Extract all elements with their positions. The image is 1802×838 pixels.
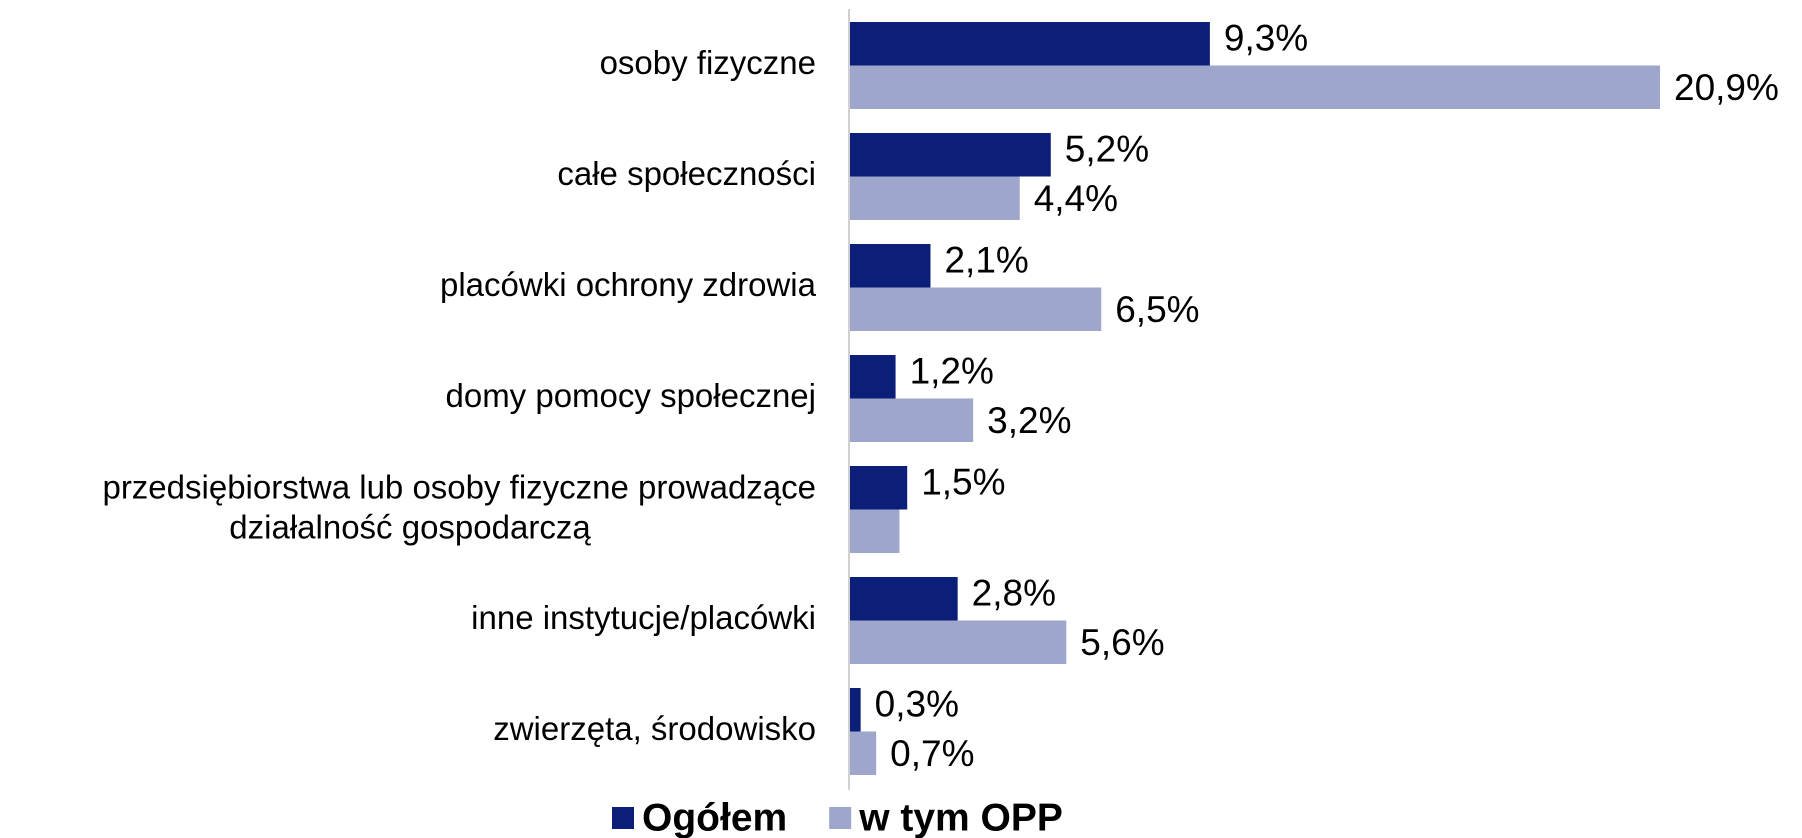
category-label: placówki ochrony zdrowia (440, 266, 817, 303)
category-label: osoby fizyczne (600, 44, 816, 81)
bar (849, 133, 1051, 177)
bar (849, 688, 861, 732)
bar (849, 509, 900, 553)
value-label: 3,2% (987, 400, 1071, 441)
bar (849, 577, 958, 621)
category-label: inne instytucje/placówki (471, 599, 816, 636)
bar (849, 65, 1660, 109)
legend-swatch (829, 807, 852, 829)
value-label: 2,1% (944, 240, 1028, 281)
value-label: 20,9% (1674, 67, 1779, 108)
bar (849, 398, 974, 442)
legend-swatch (612, 807, 634, 829)
legend-label: w tym OPP (858, 796, 1063, 838)
bar (849, 176, 1020, 220)
bar (849, 620, 1067, 664)
bar (849, 731, 877, 775)
bar (849, 22, 1210, 66)
value-label: 2,8% (972, 573, 1056, 614)
bar (849, 244, 931, 288)
value-label: 9,3% (1224, 18, 1308, 59)
bar (849, 355, 896, 399)
value-label: 1,2% (910, 351, 994, 392)
category-label: całe społeczności (557, 155, 816, 192)
legend-label: Ogółem (642, 796, 787, 838)
bar (849, 466, 908, 510)
value-label: 0,3% (875, 684, 959, 725)
value-label: 0,7% (890, 733, 974, 774)
value-label: 4,4% (1034, 178, 1118, 219)
value-label: 1,5% (921, 462, 1005, 503)
value-label: 6,5% (1115, 289, 1199, 330)
category-label: zwierzęta, środowisko (493, 710, 816, 747)
category-label: domy pomocy społecznej (445, 377, 816, 414)
bar (849, 287, 1102, 331)
value-label: 5,6% (1080, 622, 1164, 663)
category-label: przedsiębiorstwa lub osoby fizyczne prow… (102, 468, 816, 545)
value-label: 5,2% (1065, 129, 1149, 170)
